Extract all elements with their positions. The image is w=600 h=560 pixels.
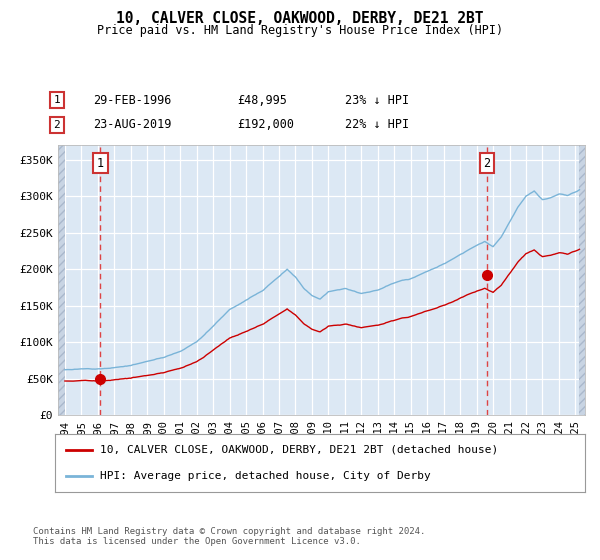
Bar (58, 145, 65, 415)
Text: £192,000: £192,000 (237, 119, 294, 132)
Text: 10, CALVER CLOSE, OAKWOOD, DERBY, DE21 2BT (detached house): 10, CALVER CLOSE, OAKWOOD, DERBY, DE21 2… (100, 445, 499, 455)
Text: Price paid vs. HM Land Registry's House Price Index (HPI): Price paid vs. HM Land Registry's House … (97, 24, 503, 36)
Text: HPI: Average price, detached house, City of Derby: HPI: Average price, detached house, City… (100, 472, 431, 482)
Text: 23-AUG-2019: 23-AUG-2019 (93, 119, 172, 132)
Text: Contains HM Land Registry data © Crown copyright and database right 2024.
This d: Contains HM Land Registry data © Crown c… (33, 526, 425, 546)
Text: 2: 2 (53, 120, 61, 130)
Text: 1: 1 (53, 95, 61, 105)
Text: 29-FEB-1996: 29-FEB-1996 (93, 94, 172, 106)
Text: 22% ↓ HPI: 22% ↓ HPI (345, 119, 409, 132)
Text: 23% ↓ HPI: 23% ↓ HPI (345, 94, 409, 106)
Text: 10, CALVER CLOSE, OAKWOOD, DERBY, DE21 2BT: 10, CALVER CLOSE, OAKWOOD, DERBY, DE21 2… (116, 11, 484, 26)
Text: £48,995: £48,995 (237, 94, 287, 106)
Text: 2: 2 (484, 157, 491, 170)
Text: 1: 1 (97, 157, 104, 170)
Bar (580, 145, 585, 415)
